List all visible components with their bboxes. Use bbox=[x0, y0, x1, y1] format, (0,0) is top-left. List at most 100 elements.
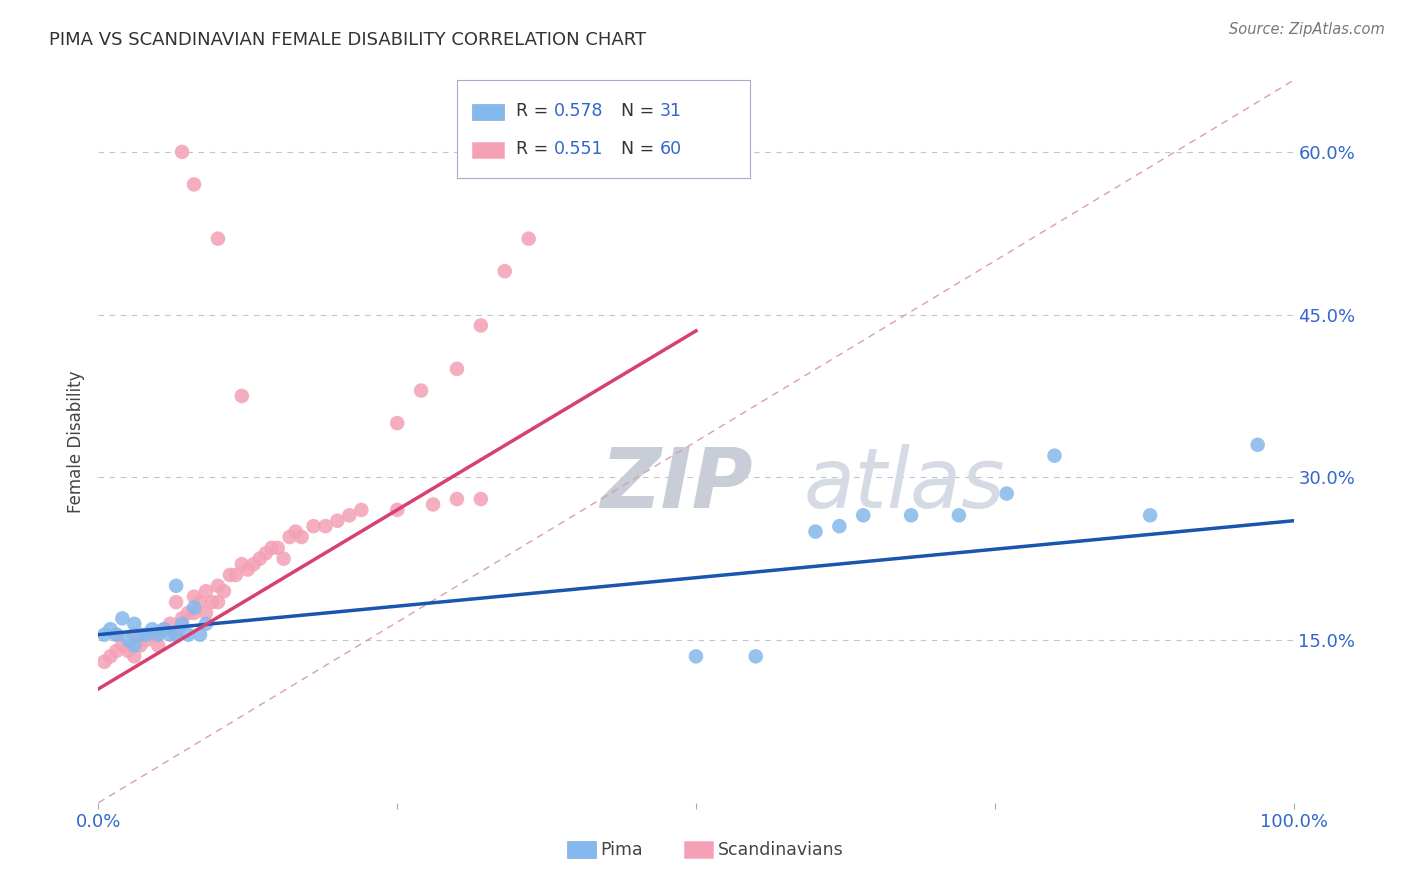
Point bbox=[124, 627, 146, 641]
Text: N =: N = bbox=[610, 102, 659, 120]
Point bbox=[153, 622, 176, 636]
Point bbox=[685, 649, 707, 664]
Point bbox=[195, 616, 218, 631]
Text: 60: 60 bbox=[661, 140, 682, 158]
Point bbox=[249, 551, 271, 566]
Point bbox=[172, 611, 194, 625]
Point bbox=[411, 384, 433, 398]
Point bbox=[470, 491, 492, 506]
Point bbox=[124, 616, 146, 631]
Point bbox=[98, 622, 122, 636]
Point bbox=[135, 633, 157, 648]
Point bbox=[225, 568, 247, 582]
Point bbox=[159, 616, 181, 631]
Text: 31: 31 bbox=[661, 102, 682, 120]
Point bbox=[93, 655, 115, 669]
Point bbox=[517, 232, 540, 246]
Point bbox=[207, 579, 229, 593]
Point bbox=[183, 606, 205, 620]
Point bbox=[350, 503, 373, 517]
Point bbox=[212, 584, 235, 599]
Point bbox=[93, 627, 115, 641]
Point bbox=[111, 639, 134, 653]
Point bbox=[129, 627, 152, 641]
Text: N =: N = bbox=[610, 140, 659, 158]
FancyBboxPatch shape bbox=[567, 841, 596, 858]
Point bbox=[315, 519, 337, 533]
Point bbox=[177, 627, 200, 641]
Point bbox=[385, 503, 409, 517]
Point bbox=[302, 519, 325, 533]
Point bbox=[153, 622, 176, 636]
Point bbox=[219, 568, 242, 582]
Point bbox=[148, 627, 170, 641]
Point bbox=[852, 508, 875, 523]
Point bbox=[159, 627, 181, 641]
Point bbox=[195, 606, 218, 620]
Point bbox=[470, 318, 492, 333]
Point bbox=[273, 551, 295, 566]
Text: PIMA VS SCANDINAVIAN FEMALE DISABILITY CORRELATION CHART: PIMA VS SCANDINAVIAN FEMALE DISABILITY C… bbox=[49, 31, 647, 49]
Point bbox=[124, 649, 146, 664]
Point bbox=[165, 595, 187, 609]
Text: atlas: atlas bbox=[804, 444, 1005, 525]
Point bbox=[165, 627, 187, 641]
Point bbox=[148, 627, 170, 641]
Point bbox=[183, 178, 205, 192]
Point bbox=[98, 649, 122, 664]
Point bbox=[177, 606, 200, 620]
Point bbox=[385, 416, 409, 430]
Point bbox=[254, 546, 277, 560]
Point bbox=[828, 519, 851, 533]
FancyBboxPatch shape bbox=[685, 841, 713, 858]
Point bbox=[207, 232, 229, 246]
Point bbox=[135, 627, 157, 641]
Point bbox=[494, 264, 516, 278]
Point bbox=[446, 491, 468, 506]
Point bbox=[231, 389, 253, 403]
Point bbox=[291, 530, 314, 544]
Point bbox=[236, 563, 259, 577]
Text: 0.551: 0.551 bbox=[554, 140, 603, 158]
Point bbox=[339, 508, 361, 523]
Point bbox=[267, 541, 290, 555]
Point bbox=[804, 524, 827, 539]
Point bbox=[260, 541, 283, 555]
Point bbox=[195, 584, 218, 599]
Point bbox=[117, 633, 139, 648]
Point bbox=[129, 639, 152, 653]
Point bbox=[745, 649, 768, 664]
Point bbox=[326, 514, 349, 528]
Point bbox=[172, 616, 194, 631]
Point bbox=[446, 362, 468, 376]
Point bbox=[141, 622, 163, 636]
Point bbox=[124, 639, 146, 653]
Y-axis label: Female Disability: Female Disability bbox=[67, 370, 86, 513]
FancyBboxPatch shape bbox=[457, 80, 749, 178]
Point bbox=[172, 145, 194, 159]
Point bbox=[201, 595, 224, 609]
Text: Pima: Pima bbox=[600, 841, 643, 859]
Point bbox=[207, 595, 229, 609]
Point bbox=[105, 627, 128, 641]
Point bbox=[422, 498, 444, 512]
Point bbox=[1043, 449, 1066, 463]
Point bbox=[111, 611, 134, 625]
Point bbox=[188, 595, 211, 609]
Point bbox=[148, 639, 170, 653]
Text: R =: R = bbox=[516, 140, 553, 158]
Text: ZIP: ZIP bbox=[600, 444, 754, 525]
Point bbox=[1139, 508, 1161, 523]
Point bbox=[231, 557, 253, 571]
Point bbox=[243, 557, 266, 571]
Point bbox=[1247, 438, 1270, 452]
Point bbox=[117, 644, 139, 658]
Point bbox=[165, 627, 187, 641]
Point bbox=[188, 627, 211, 641]
Point bbox=[900, 508, 922, 523]
Text: Source: ZipAtlas.com: Source: ZipAtlas.com bbox=[1229, 22, 1385, 37]
Point bbox=[948, 508, 970, 523]
FancyBboxPatch shape bbox=[472, 142, 503, 158]
FancyBboxPatch shape bbox=[472, 103, 503, 120]
Text: 0.578: 0.578 bbox=[554, 102, 603, 120]
